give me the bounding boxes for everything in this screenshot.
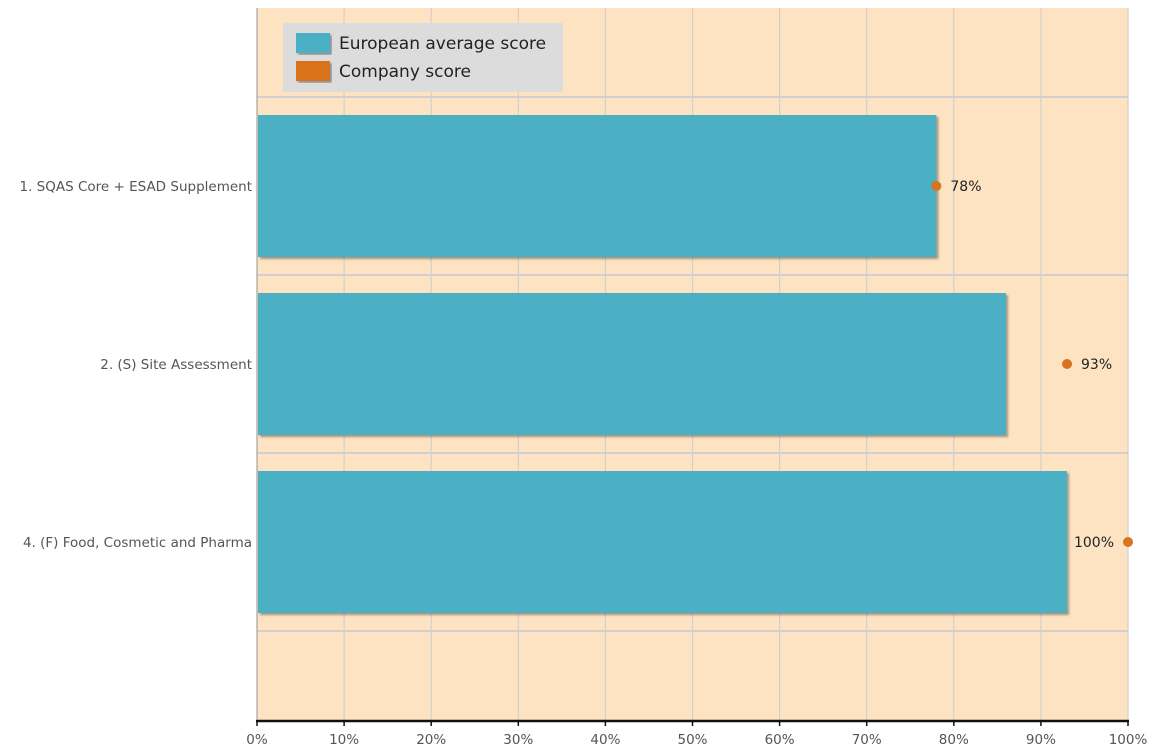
category-label: 1. SQAS Core + ESAD Supplement: [20, 179, 253, 195]
points-layer: 78% 93% 100%: [931, 179, 1133, 551]
bars-layer: [258, 115, 1068, 613]
x-tick-label: 40%: [590, 732, 620, 748]
legend-swatch: [296, 33, 330, 53]
category-label: 2. (S) Site Assessment: [100, 357, 252, 373]
x-tick-label: 50%: [677, 732, 707, 748]
data-label-company-score: 78%: [950, 179, 981, 195]
legend: European average score Company score: [283, 23, 563, 92]
legend-label: European average score: [339, 34, 546, 54]
legend-swatch: [296, 61, 330, 81]
category-label: 4. (F) Food, Cosmetic and Pharma: [23, 535, 252, 551]
x-tick-label: 60%: [765, 732, 795, 748]
x-tick-label: 90%: [1026, 732, 1056, 748]
x-tick-label: 30%: [503, 732, 533, 748]
point-company-score-2: [1062, 359, 1073, 369]
bar-european-average-2: [258, 293, 1007, 435]
x-tick-label: 20%: [416, 732, 446, 748]
x-tick-label: 100%: [1109, 732, 1148, 748]
data-label-company-score: 93%: [1081, 357, 1112, 373]
bar-european-average-3: [258, 471, 1068, 613]
x-tick-label: 10%: [329, 732, 359, 748]
legend-label: Company score: [339, 62, 471, 82]
point-company-score-3: [1123, 537, 1133, 547]
x-tick-label: 0%: [246, 732, 268, 748]
point-company-score-1: [931, 181, 942, 191]
data-label-company-score: 100%: [1074, 535, 1114, 551]
axis-layer: 1. SQAS Core + ESAD Supplement 2. (S) Sit…: [20, 8, 1148, 748]
x-tick-label: 70%: [852, 732, 882, 748]
bar-european-average-1: [258, 115, 937, 257]
x-tick-label: 80%: [939, 732, 969, 748]
